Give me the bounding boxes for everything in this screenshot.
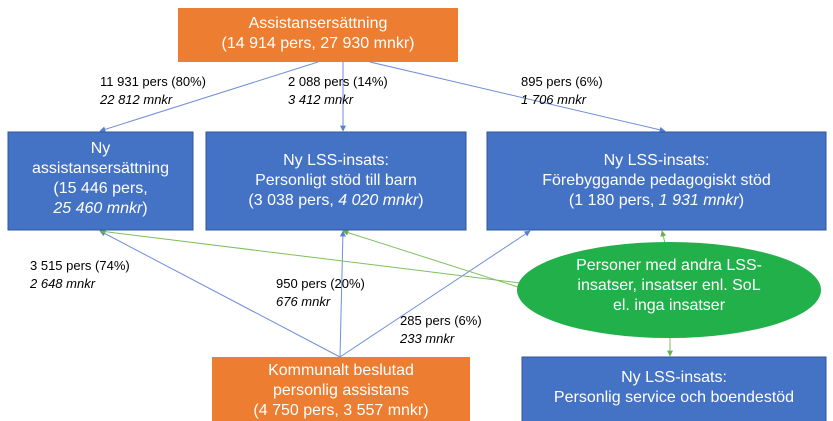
node-label: (1 180 pers, 1 931 mnkr) <box>569 192 744 209</box>
node-label: Ny LSS-insats: <box>604 152 710 169</box>
label-part: (1 180 pers, <box>569 192 659 209</box>
edge-label: 285 pers (6%) <box>400 313 482 328</box>
node-label: Ny LSS-insats: <box>621 369 727 386</box>
node-label: (3 038 pers, 4 020 mnkr) <box>248 192 423 209</box>
node-box <box>486 131 827 231</box>
label-part: Ny LSS-insats: <box>604 152 710 169</box>
node-label: (4 750 pers, 3 557 mnkr) <box>253 402 428 419</box>
label-part: (15 446 pers, <box>53 180 147 197</box>
edge-label: 676 mnkr <box>276 294 331 309</box>
edge <box>339 230 346 358</box>
node: Ny LSS-insats: Förebyggande pedagogiskt s… <box>486 131 827 231</box>
node: Personer med andra LSS-insatser, insatse… <box>517 242 821 338</box>
label-part: ) <box>739 192 744 209</box>
node-label: Assistansersättning <box>249 15 388 32</box>
label-part: assistansersättning <box>32 160 169 177</box>
edge <box>99 228 521 284</box>
node-label: Kommunalt beslutad <box>268 362 414 379</box>
label-part: Kommunalt beslutad <box>268 362 414 379</box>
label-part: personlig assistans <box>273 382 409 399</box>
label-part: Personer med andra LSS- <box>576 257 762 274</box>
node-box <box>178 8 458 62</box>
node-label: 25 460 mnkr) <box>52 200 147 217</box>
node-label: Personer med andra LSS- <box>576 257 762 274</box>
label-part: Personligt stöd till barn <box>255 172 417 189</box>
node: Ny assistansersättning (15 446 pers, 25 460… <box>7 131 194 231</box>
label-part: Ny <box>91 140 111 157</box>
node-label: personlig assistans <box>273 382 409 399</box>
node: Assistansersättning (14 914 pers, 27 930 … <box>178 8 458 62</box>
node-box <box>521 356 827 421</box>
node-label: Personligt stöd till barn <box>255 172 417 189</box>
edge-label: 11 931 pers (80%) <box>100 74 206 89</box>
edge-label: 2 088 pers (14%) <box>288 74 388 89</box>
edges <box>99 61 666 358</box>
node-label: Ny <box>91 140 111 157</box>
label-part: Personlig service och boendestöd <box>554 389 794 406</box>
edge <box>339 230 531 358</box>
node-label: assistansersättning <box>32 160 169 177</box>
node: Kommunalt beslutad personlig assistans (4 … <box>212 357 470 421</box>
edge-label: 950 pers (20%) <box>276 276 365 291</box>
label-part: insatser, insatser enl. SoL <box>577 277 760 294</box>
label-part: 4 020 mnkr <box>338 192 419 209</box>
label-part: Ny LSS-insats: <box>621 369 727 386</box>
node-label: el. inga insatser <box>613 297 726 314</box>
label-part: (4 750 pers, 3 557 mnkr) <box>253 402 428 419</box>
edge-label: 22 812 mnkr <box>99 92 173 107</box>
edge <box>99 230 341 358</box>
node-label: Personlig service och boendestöd <box>554 389 794 406</box>
label-part: Ny LSS-insats: <box>283 152 389 169</box>
label-part: (3 038 pers, <box>248 192 338 209</box>
node-label: Förebyggande pedagogiskt stöd <box>542 172 771 189</box>
edge-label: 233 mnkr <box>399 331 455 346</box>
edge-label: 3 412 mnkr <box>288 92 354 107</box>
label-part: ) <box>418 192 423 209</box>
node-box <box>212 357 470 421</box>
node-label: (15 446 pers, <box>53 180 147 197</box>
edge-label: 895 pers (6%) <box>521 74 603 89</box>
edge <box>99 61 319 133</box>
edge <box>342 229 519 288</box>
edge <box>369 61 666 133</box>
node-label: (14 914 pers, 27 930 mnkr) <box>222 35 415 52</box>
node: Ny LSS-insats: Personligt stöd till barn (… <box>205 131 467 231</box>
edge-label: 1 706 mnkr <box>521 92 587 107</box>
node-box <box>7 131 194 231</box>
edge <box>660 230 667 244</box>
label-part: el. inga insatser <box>613 297 726 314</box>
edges-green <box>99 228 673 357</box>
edge-label: 3 515 pers (74%) <box>30 258 130 273</box>
label-part: 25 460 mnkr <box>52 200 143 217</box>
label-part: Assistansersättning <box>249 15 388 32</box>
edge-label: 2 648 mnkr <box>29 276 96 291</box>
node-ellipse <box>517 242 821 338</box>
node-box <box>205 131 467 231</box>
label-part: ) <box>142 200 147 217</box>
label-part: 1 931 mnkr <box>659 192 740 209</box>
label-part: (14 914 pers, 27 930 mnkr) <box>222 35 415 52</box>
node: Ny LSS-insats: Personlig service och boen… <box>521 356 827 421</box>
node-label: Ny LSS-insats: <box>283 152 389 169</box>
node-label: insatser, insatser enl. SoL <box>577 277 760 294</box>
label-part: Förebyggande pedagogiskt stöd <box>542 172 771 189</box>
